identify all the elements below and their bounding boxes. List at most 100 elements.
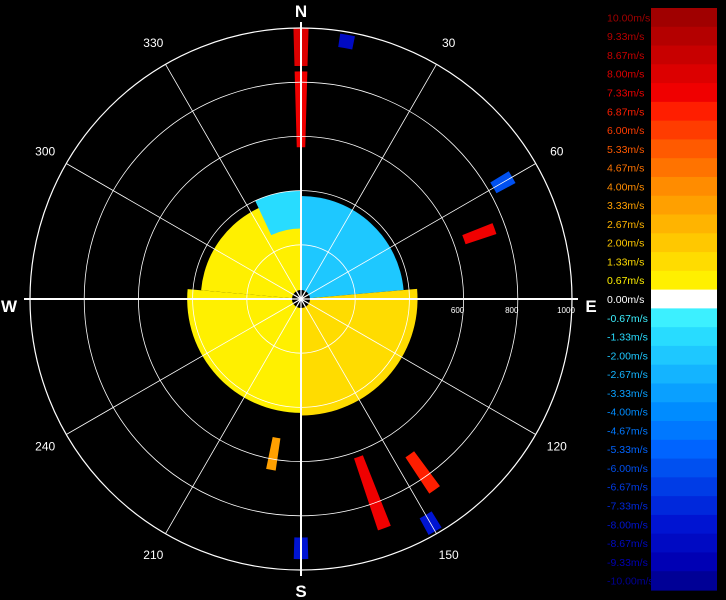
echo-region-0 (301, 196, 404, 299)
hot-spot-4 (462, 223, 497, 245)
colorbar-swatch (651, 496, 717, 516)
colorbar-label: -5.33m/s (607, 444, 648, 456)
colorbar-label: -3.33m/s (607, 388, 648, 400)
range-label-800: 800 (505, 306, 519, 315)
center-tick-150 (295, 290, 307, 308)
colorbar-label: 0.67m/s (607, 275, 644, 287)
range-label-1000: 1000 (557, 306, 575, 315)
compass-north-label: N (295, 2, 307, 21)
colorbar-label: 8.67m/s (607, 50, 644, 62)
colorbar-label: -7.33m/s (607, 501, 648, 513)
colorbar-label: 8.00m/s (607, 69, 644, 81)
colorbar-swatch (651, 195, 717, 216)
colorbar-swatch (651, 571, 717, 591)
colorbar-swatch (651, 26, 717, 47)
polar-plot-area: N E S W 30 60 120 150 210 240 300 330 600 800 1000 (1, 2, 597, 600)
colorbar-swatch (651, 458, 717, 478)
colorbar-swatch (651, 552, 717, 572)
colorbar-label: -6.67m/s (607, 482, 648, 494)
colorbar-label: -2.67m/s (607, 369, 648, 381)
colorbar-swatch (651, 214, 717, 234)
colorbar-label: 10.00m/s (607, 12, 650, 24)
compass-west-label: W (1, 297, 18, 316)
azimuth-spoke-240 (66, 298, 302, 435)
colorbar-label: -6.00m/s (607, 463, 648, 475)
compass-east-label: E (585, 297, 596, 316)
colorbar-label: 0.00m/s (607, 294, 644, 306)
azimuth-label-150: 150 (439, 548, 459, 562)
colorbar-label: 6.00m/s (607, 125, 644, 137)
colorbar-swatch (651, 8, 717, 28)
colorbar-label: -8.67m/s (607, 538, 648, 550)
colorbar-swatch (651, 439, 717, 460)
colorbar-label: 5.33m/s (607, 144, 644, 156)
colorbar-label: 4.00m/s (607, 181, 644, 193)
colorbar-swatch (651, 289, 717, 309)
colorbar-swatch (651, 158, 717, 178)
colorbar-swatch (651, 533, 717, 554)
azimuth-label-240: 240 (35, 440, 55, 454)
range-label-600: 600 (451, 306, 465, 315)
colorbar-label: -1.33m/s (607, 332, 648, 344)
colorbar-swatch (651, 45, 717, 65)
hot-spot-5 (266, 437, 281, 471)
colorbar-label: 6.87m/s (607, 106, 644, 118)
colorbar-swatch (651, 383, 717, 403)
hot-spot-9 (338, 33, 355, 50)
colorbar-swatch (651, 514, 717, 535)
azimuth-label-210: 210 (143, 548, 163, 562)
azimuth-spoke-210 (165, 298, 302, 534)
colorbar-label: 7.33m/s (607, 87, 644, 99)
azimuth-label-60: 60 (550, 144, 564, 158)
colorbar-swatch (651, 327, 717, 347)
azimuth-spoke-300 (66, 163, 302, 300)
colorbar-swatch (651, 270, 717, 291)
hot-spot-2 (354, 455, 391, 531)
colorbar-label: -10.00m/s (607, 576, 654, 588)
colorbar-swatch (651, 252, 717, 272)
radar-center-icon (292, 290, 310, 308)
colorbar-label: 1.33m/s (607, 256, 644, 268)
azimuth-label-30: 30 (442, 36, 456, 50)
colorbar-swatch (651, 421, 717, 441)
echo-layer (187, 28, 516, 560)
colorbar-label: 9.33m/s (607, 31, 644, 43)
colorbar-label: 3.33m/s (607, 200, 644, 212)
colorbar-swatch (651, 120, 717, 141)
colorbar-swatch (651, 345, 717, 366)
colorbar-label: 2.67m/s (607, 219, 644, 231)
colorbar-label: -4.00m/s (607, 407, 648, 419)
hot-spot-3 (405, 451, 440, 494)
echo-region-4 (255, 190, 301, 236)
velocity-colorbar: 10.00m/s 9.33m/s 8.67m/s 8.00m/s 7.33m/s 6.87… (607, 8, 717, 591)
colorbar-label: -2.00m/s (607, 350, 648, 362)
azimuth-label-300: 300 (35, 144, 55, 158)
colorbar-swatch (651, 64, 717, 84)
colorbar-label: -8.00m/s (607, 519, 648, 531)
azimuth-spoke-60 (300, 163, 536, 300)
polar-grid (24, 22, 578, 576)
colorbar-swatch (651, 364, 717, 385)
colorbar-label: 4.67m/s (607, 163, 644, 175)
colorbar-swatch (651, 477, 717, 497)
echo-region-2 (187, 289, 301, 413)
azimuth-spoke-330 (165, 64, 302, 300)
colorbar-label: -4.67m/s (607, 425, 648, 437)
azimuth-label-120: 120 (547, 440, 567, 454)
echo-region-1 (301, 288, 418, 416)
azimuth-spoke-150 (300, 298, 437, 534)
colorbar-swatch (651, 233, 717, 253)
colorbar-swatch (651, 139, 717, 159)
polar-labels: N E S W 30 60 120 150 210 240 300 330 600 800 1000 (1, 2, 597, 600)
colorbar-label: -9.33m/s (607, 557, 648, 569)
colorbar-swatch (651, 308, 717, 328)
colorbar-label: 2.00m/s (607, 238, 644, 250)
azimuth-spoke-120 (300, 298, 536, 435)
compass-south-label: S (295, 582, 306, 600)
azimuth-label-330: 330 (143, 36, 163, 50)
colorbar-swatch (651, 83, 717, 103)
colorbar-label: -0.67m/s (607, 313, 648, 325)
colorbar-swatch (651, 176, 717, 197)
azimuth-spoke-30 (300, 64, 437, 300)
